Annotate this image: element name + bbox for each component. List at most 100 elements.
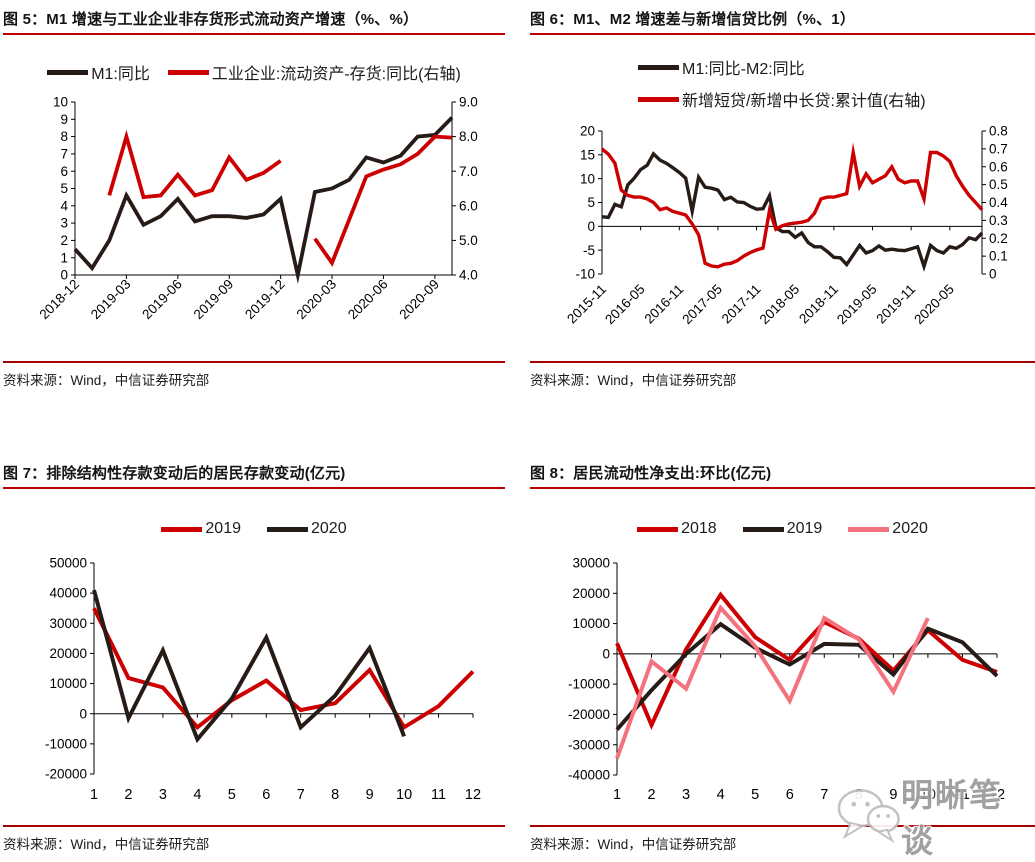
- svg-text:0.7: 0.7: [989, 141, 1008, 156]
- svg-text:0: 0: [60, 268, 68, 283]
- svg-text:0.8: 0.8: [989, 124, 1008, 139]
- svg-text:7: 7: [297, 787, 305, 803]
- wechat-bubbles-icon: [837, 789, 900, 844]
- svg-text:4: 4: [60, 198, 68, 213]
- svg-text:0: 0: [989, 267, 997, 282]
- figure6-legend: M1:同比-M2:同比 新增短贷/新增中长贷:累计值(右轴): [530, 55, 926, 111]
- figure5-card: 图 5：M1 增速与工业企业非存货形式流动资产增速（%、%） M1:同比 工业企…: [3, 8, 505, 390]
- legend-label: 2019: [786, 520, 823, 537]
- figure6-card: 图 6：M1、M2 增速差与新增信贷比例（%、1） M1:同比-M2:同比 新增…: [530, 8, 1035, 390]
- svg-text:6: 6: [60, 164, 68, 179]
- svg-text:11: 11: [431, 787, 446, 803]
- black-line-swatch: [267, 526, 308, 532]
- figure7-title-underline: [3, 487, 505, 489]
- svg-text:1: 1: [613, 787, 621, 803]
- legend-item: 2018: [637, 520, 717, 538]
- svg-text:5.0: 5.0: [459, 233, 478, 248]
- legend-item: M1:同比: [47, 60, 150, 84]
- svg-text:2020-05: 2020-05: [911, 282, 957, 328]
- svg-text:10: 10: [396, 787, 412, 803]
- svg-text:5: 5: [60, 181, 68, 196]
- svg-text:2019-05: 2019-05: [834, 282, 880, 328]
- figure8-title: 图 8：居民流动性净支出:环比(亿元): [530, 465, 772, 482]
- legend-label: 2019: [205, 520, 241, 537]
- svg-text:9: 9: [60, 112, 68, 127]
- figure7-legend: 2019 2020: [3, 520, 505, 538]
- svg-text:2020-03: 2020-03: [293, 277, 339, 323]
- svg-text:2018-12: 2018-12: [36, 277, 82, 323]
- svg-text:7: 7: [820, 787, 828, 803]
- red-line-swatch: [638, 96, 679, 102]
- figure5-title: 图 5：M1 增速与工业企业非存货形式流动资产增速（%、%）: [3, 11, 419, 28]
- legend-label: 新增短贷/新增中长贷:累计值(右轴): [682, 93, 926, 110]
- svg-text:30000: 30000: [572, 556, 610, 571]
- figure6-source-caption: 资料来源：Wind，中信证券研究部: [530, 373, 737, 388]
- svg-text:9: 9: [366, 787, 374, 803]
- red-line-swatch: [167, 69, 209, 75]
- svg-text:2: 2: [60, 233, 68, 248]
- svg-text:10: 10: [920, 787, 936, 803]
- legend-label: 2020: [311, 520, 347, 537]
- svg-text:1: 1: [90, 787, 98, 803]
- figure8-card: 图 8：居民流动性净支出:环比(亿元) 2018 2019 2020 -4000…: [530, 462, 1035, 852]
- svg-text:2018-11: 2018-11: [796, 282, 841, 327]
- legend-item: 2019: [742, 520, 823, 538]
- svg-text:2017-05: 2017-05: [679, 282, 725, 328]
- svg-text:10: 10: [53, 95, 68, 110]
- figure8-line-chart: -40000 -30000 -20000 -10000 0 10000 20000 30000…: [568, 556, 1005, 803]
- svg-text:0.1: 0.1: [989, 249, 1008, 264]
- svg-text:9: 9: [889, 787, 897, 803]
- legend-label: M1:同比-M2:同比: [682, 61, 805, 78]
- svg-text:3: 3: [682, 787, 690, 803]
- svg-text:-30000: -30000: [568, 737, 610, 752]
- svg-text:20: 20: [580, 124, 595, 139]
- svg-text:7: 7: [60, 147, 68, 162]
- svg-text:0.6: 0.6: [989, 159, 1008, 174]
- svg-text:-40000: -40000: [568, 768, 610, 783]
- figure7-source-caption: 资料来源：Wind，中信证券研究部: [3, 837, 210, 852]
- figure6-title-underline: [530, 33, 1035, 35]
- svg-text:10000: 10000: [49, 676, 87, 691]
- svg-text:9.0: 9.0: [459, 95, 478, 110]
- svg-text:20000: 20000: [49, 646, 87, 661]
- legend-label: 工业企业:流动资产-存货:同比(右轴): [211, 66, 461, 83]
- black-line-swatch: [47, 69, 89, 75]
- red-line-swatch: [637, 526, 679, 532]
- svg-text:0.2: 0.2: [989, 231, 1008, 246]
- svg-text:4.0: 4.0: [459, 268, 478, 283]
- svg-text:0: 0: [79, 706, 87, 721]
- svg-text:5: 5: [751, 787, 759, 803]
- svg-text:2019-09: 2019-09: [191, 277, 237, 323]
- svg-text:2: 2: [124, 787, 132, 803]
- figure6-separator-line: [530, 361, 1035, 363]
- figure7-title: 图 7：排除结构性存款变动后的居民存款变动(亿元): [3, 465, 346, 482]
- svg-text:2016-05: 2016-05: [602, 282, 648, 328]
- legend-label: 2020: [892, 520, 928, 537]
- svg-text:0.5: 0.5: [989, 177, 1008, 192]
- svg-text:40000: 40000: [49, 586, 87, 601]
- svg-text:3: 3: [159, 787, 167, 803]
- svg-text:15: 15: [580, 147, 595, 162]
- svg-text:12: 12: [989, 787, 1005, 803]
- figure7-separator-line: [3, 825, 505, 827]
- figure5-title-underline: [3, 33, 505, 35]
- red-line-swatch: [161, 526, 203, 532]
- legend-label: M1:同比: [91, 66, 150, 83]
- figure6-line-chart: -10 -5 0 5 10 15 20 0 0.1 0.2 0.3 0.4 0.5 0.6 0.7 0.8 20…: [564, 124, 1008, 328]
- black-line-swatch: [638, 64, 679, 70]
- svg-text:2020-06: 2020-06: [345, 277, 391, 323]
- watermark: 明晰笔谈: [836, 770, 1035, 862]
- pink-line-swatch: [848, 526, 890, 532]
- svg-text:2015-11: 2015-11: [564, 282, 609, 327]
- svg-text:10000: 10000: [572, 616, 610, 631]
- svg-text:-5: -5: [583, 243, 595, 258]
- svg-text:6: 6: [786, 787, 794, 803]
- svg-text:4: 4: [717, 787, 725, 803]
- watermark-text: 明晰笔谈: [901, 777, 1004, 859]
- svg-text:8.0: 8.0: [459, 129, 478, 144]
- figure5-legend: M1:同比 工业企业:流动资产-存货:同比(右轴): [3, 60, 505, 84]
- svg-text:11: 11: [955, 787, 970, 803]
- svg-text:2019-12: 2019-12: [242, 277, 288, 323]
